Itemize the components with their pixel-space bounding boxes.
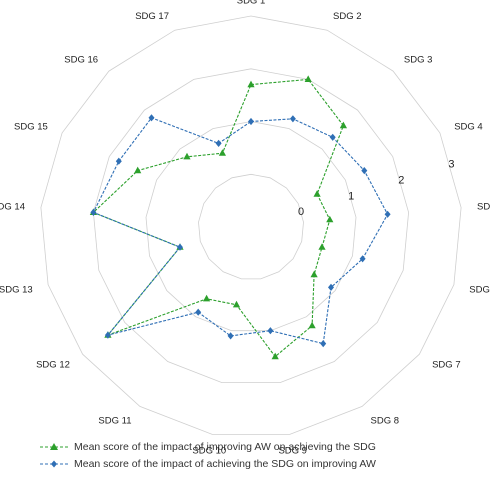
- series-1-point-sdg-8: [308, 321, 316, 329]
- series-layer: [89, 75, 391, 360]
- series-2-point-sdg-2: [289, 115, 296, 123]
- series-2-point-sdg-15: [115, 157, 122, 165]
- radial-tick-labels: 0 1 2 3: [298, 159, 454, 219]
- grid-ring-1: [145, 121, 357, 332]
- series-1-point-sdg-7: [310, 270, 318, 278]
- radar-grid: [40, 15, 462, 435]
- grid-ring-3: [40, 15, 462, 435]
- series-2-point-sdg-17: [215, 139, 222, 147]
- series-2-point-sdg-6: [359, 255, 366, 263]
- category-label-sdg-9: SDG 9: [278, 446, 307, 457]
- series-1-point-sdg-5: [326, 215, 334, 223]
- series-1-point-sdg-17: [218, 149, 226, 156]
- category-label-sdg-16: SDG 16: [64, 55, 98, 66]
- series-2-point-sdg-9: [267, 327, 274, 335]
- series-2-point-sdg-11: [195, 308, 202, 316]
- series-2-point-sdg-3: [329, 133, 336, 141]
- category-label-sdg-10: SDG 10: [192, 446, 226, 457]
- series-2-point-sdg-12: [104, 331, 111, 339]
- radial-tick-1: 1: [348, 190, 354, 202]
- series-2: [90, 114, 391, 348]
- series-2-point-sdg-5: [384, 210, 391, 218]
- series-1-point-sdg-11: [203, 294, 211, 302]
- series-1-point-sdg-16: [183, 152, 191, 160]
- legend-item-improving-aw: Mean score of the impact of improving AW…: [40, 438, 480, 455]
- series-2-point-sdg-16: [148, 114, 155, 122]
- category-label-sdg-7: SDG 7: [432, 359, 461, 370]
- series-2-point-sdg-8: [320, 340, 327, 348]
- category-label-sdg-11: SDG 11: [98, 416, 131, 427]
- series-1-point-sdg-9: [271, 352, 279, 360]
- category-label-sdg-3: SDG 3: [404, 55, 433, 66]
- radial-tick-0: 0: [298, 206, 304, 218]
- grid-ring-0: [198, 173, 304, 280]
- series-1-line: [92, 78, 345, 358]
- category-label-sdg-15: SDG 15: [14, 121, 48, 132]
- series-2-point-sdg-14: [90, 208, 97, 216]
- category-label-sdg-8: SDG 8: [371, 416, 400, 427]
- series-1-point-sdg-4: [313, 190, 321, 197]
- series-1-point-sdg-15: [134, 166, 142, 174]
- category-label-sdg-17: SDG 17: [135, 11, 169, 22]
- series-2-point-sdg-1: [248, 117, 254, 126]
- legend-label-series-2: Mean score of the impact of achieving th…: [74, 457, 376, 470]
- category-labels: SDG 1 SDG 2 SDG 3 SDG 4 SDG 5 SDG 6 SDG 7 SDG 8…: [0, 0, 490, 457]
- series-1-point-sdg-3: [339, 121, 347, 129]
- series-2-point-sdg-13: [177, 243, 183, 251]
- category-label-sdg-6: SDG 6: [469, 285, 490, 296]
- series-2-line: [92, 117, 389, 345]
- series-1-point-sdg-1: [247, 80, 255, 88]
- category-label-sdg-2: SDG 2: [333, 11, 362, 22]
- series-1-point-sdg-10: [232, 300, 241, 308]
- series-2-point-sdg-4: [361, 167, 368, 175]
- series-1-point-sdg-2: [304, 75, 312, 82]
- radial-tick-2: 2: [398, 175, 404, 187]
- category-label-sdg-5: SDG 5: [477, 202, 490, 213]
- series-2-point-sdg-7: [328, 283, 334, 291]
- category-label-sdg-1: SDG 1: [237, 0, 266, 7]
- legend-swatch-blue-diamond: [40, 460, 68, 467]
- legend-swatch-green-triangle: [40, 442, 68, 450]
- series-1-point-sdg-6: [318, 243, 326, 250]
- category-label-sdg-13: SDG 13: [0, 285, 33, 296]
- category-label-sdg-4: SDG 4: [454, 121, 483, 132]
- radial-tick-3: 3: [448, 159, 454, 171]
- series-2-point-sdg-10: [227, 332, 234, 340]
- grid-ring-2: [92, 68, 410, 384]
- category-label-sdg-14: SDG 14: [0, 202, 25, 213]
- legend-label-series-1: Mean score of the impact of improving AW…: [74, 440, 376, 453]
- legend-item-achieving-sdg: Mean score of the impact of achieving th…: [40, 455, 480, 472]
- series-1: [89, 75, 347, 360]
- category-label-sdg-12: SDG 12: [36, 359, 70, 370]
- legend: Mean score of the impact of improving AW…: [40, 438, 480, 472]
